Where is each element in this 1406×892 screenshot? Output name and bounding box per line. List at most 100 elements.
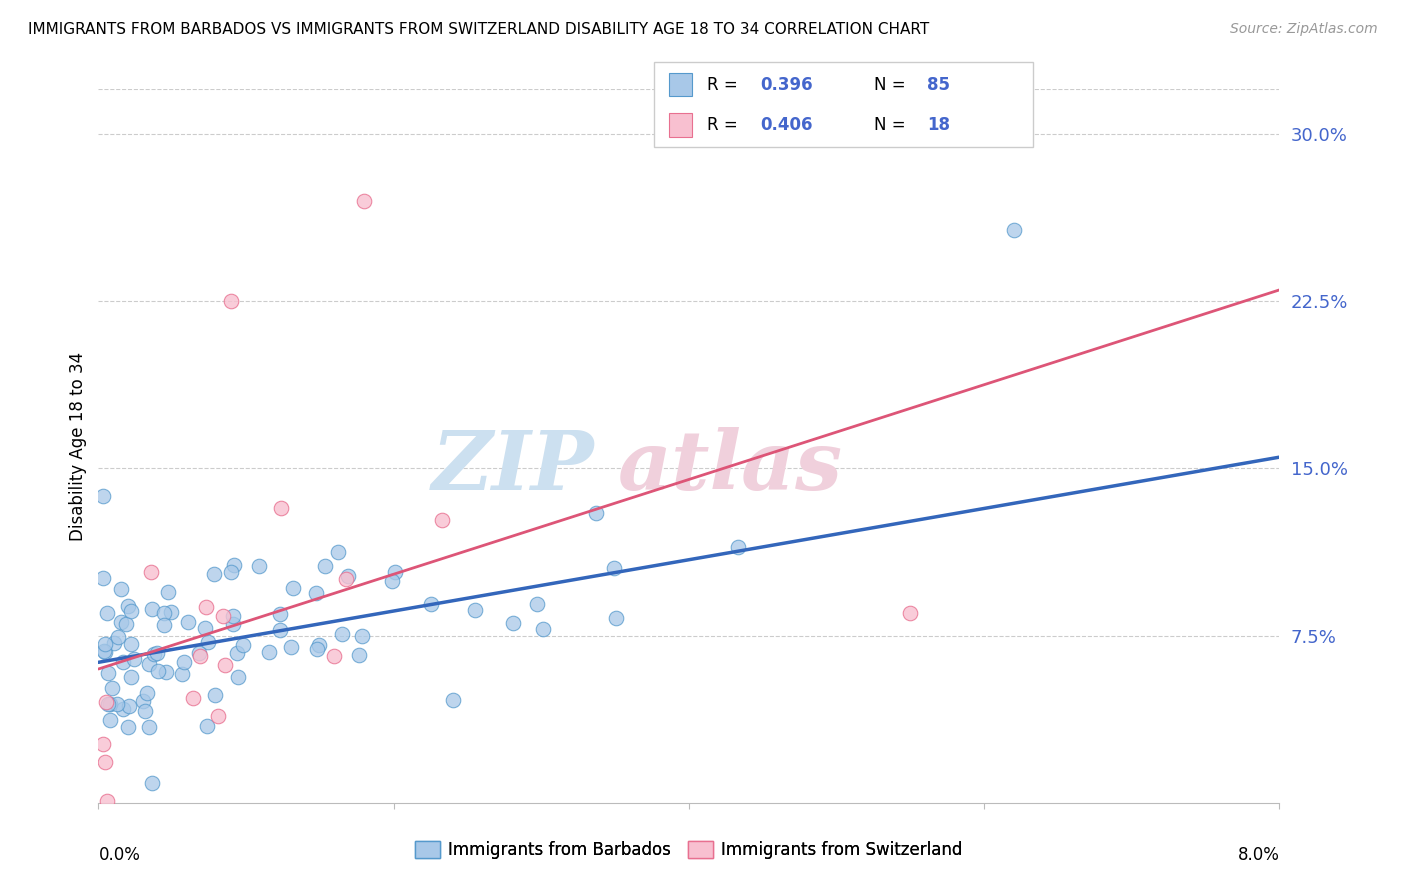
Point [94,694,117,708]
Point [146,664,169,678]
Point [173,655,195,669]
Text: N =: N = [875,116,911,134]
Point [139,565,162,579]
Point [115,617,138,632]
Point [432,513,454,527]
Point [326,545,349,559]
Point [502,615,524,630]
Point [153,617,176,632]
Text: 0.396: 0.396 [761,76,813,94]
Point [308,638,330,652]
Point [112,655,135,669]
Point [93,644,115,658]
Point [219,293,242,308]
Point [195,718,218,732]
Point [122,652,145,666]
Point [222,617,245,632]
Text: 0.0%: 0.0% [98,846,141,863]
Point [145,646,167,660]
Point [225,647,247,661]
Text: R =: R = [707,116,742,134]
Text: R =: R = [707,76,742,94]
Point [177,615,200,629]
Point [247,558,270,573]
Point [305,641,328,656]
Point [117,720,139,734]
Point [136,686,159,700]
Point [336,569,359,583]
Text: ZIP: ZIP [432,427,595,508]
Point [280,640,302,654]
Text: 18: 18 [927,116,950,134]
Point [224,558,246,573]
Point [96,794,118,808]
Point [347,648,370,662]
Point [204,688,226,702]
Point [141,776,163,790]
Point [441,693,464,707]
Point [170,667,193,681]
Point [188,646,211,660]
Point [117,599,139,613]
Point [335,572,357,586]
Point [94,637,117,651]
Point [98,714,121,728]
Point [269,607,291,622]
Text: IMMIGRANTS FROM BARBADOS VS IMMIGRANTS FROM SWITZERLAND DISABILITY AGE 18 TO 34 : IMMIGRANTS FROM BARBADOS VS IMMIGRANTS F… [28,22,929,37]
Point [152,606,174,620]
Point [138,657,160,671]
Point [305,585,328,599]
Point [603,560,626,574]
Point [91,571,114,585]
Point [117,698,139,713]
Point [141,601,163,615]
Point [188,648,211,663]
Point [96,606,118,620]
Text: Source: ZipAtlas.com: Source: ZipAtlas.com [1230,22,1378,37]
Text: 85: 85 [927,76,950,94]
Point [1002,222,1025,236]
Point [142,647,165,661]
Point [94,645,117,659]
Point [202,567,225,582]
Point [138,720,160,734]
Point [384,565,406,579]
Point [155,665,177,679]
Point [134,704,156,718]
Point [464,602,486,616]
Point [91,737,114,751]
Point [131,694,153,708]
Point [257,645,280,659]
Point [103,636,125,650]
Point [353,194,375,208]
Point [110,582,132,597]
Text: atlas: atlas [619,427,844,508]
Point [269,624,291,638]
Text: 8.0%: 8.0% [1237,846,1279,863]
Point [194,600,217,615]
Point [212,609,235,624]
Point [107,630,129,644]
Point [97,697,120,711]
Point [214,658,236,673]
Text: 0.406: 0.406 [761,116,813,134]
Point [91,489,114,503]
Point [352,629,374,643]
Point [281,581,304,595]
Point [120,604,142,618]
Point [98,697,121,711]
Point [110,615,132,629]
Point [197,635,219,649]
Point [226,670,249,684]
Point [194,621,217,635]
Point [232,638,254,652]
Y-axis label: Disability Age 18 to 34: Disability Age 18 to 34 [69,351,87,541]
Point [105,697,128,711]
Point [120,670,142,684]
Point [97,666,120,681]
Point [330,627,353,641]
Point [585,507,607,521]
Point [112,702,135,716]
Point [156,585,179,599]
Point [531,622,554,636]
